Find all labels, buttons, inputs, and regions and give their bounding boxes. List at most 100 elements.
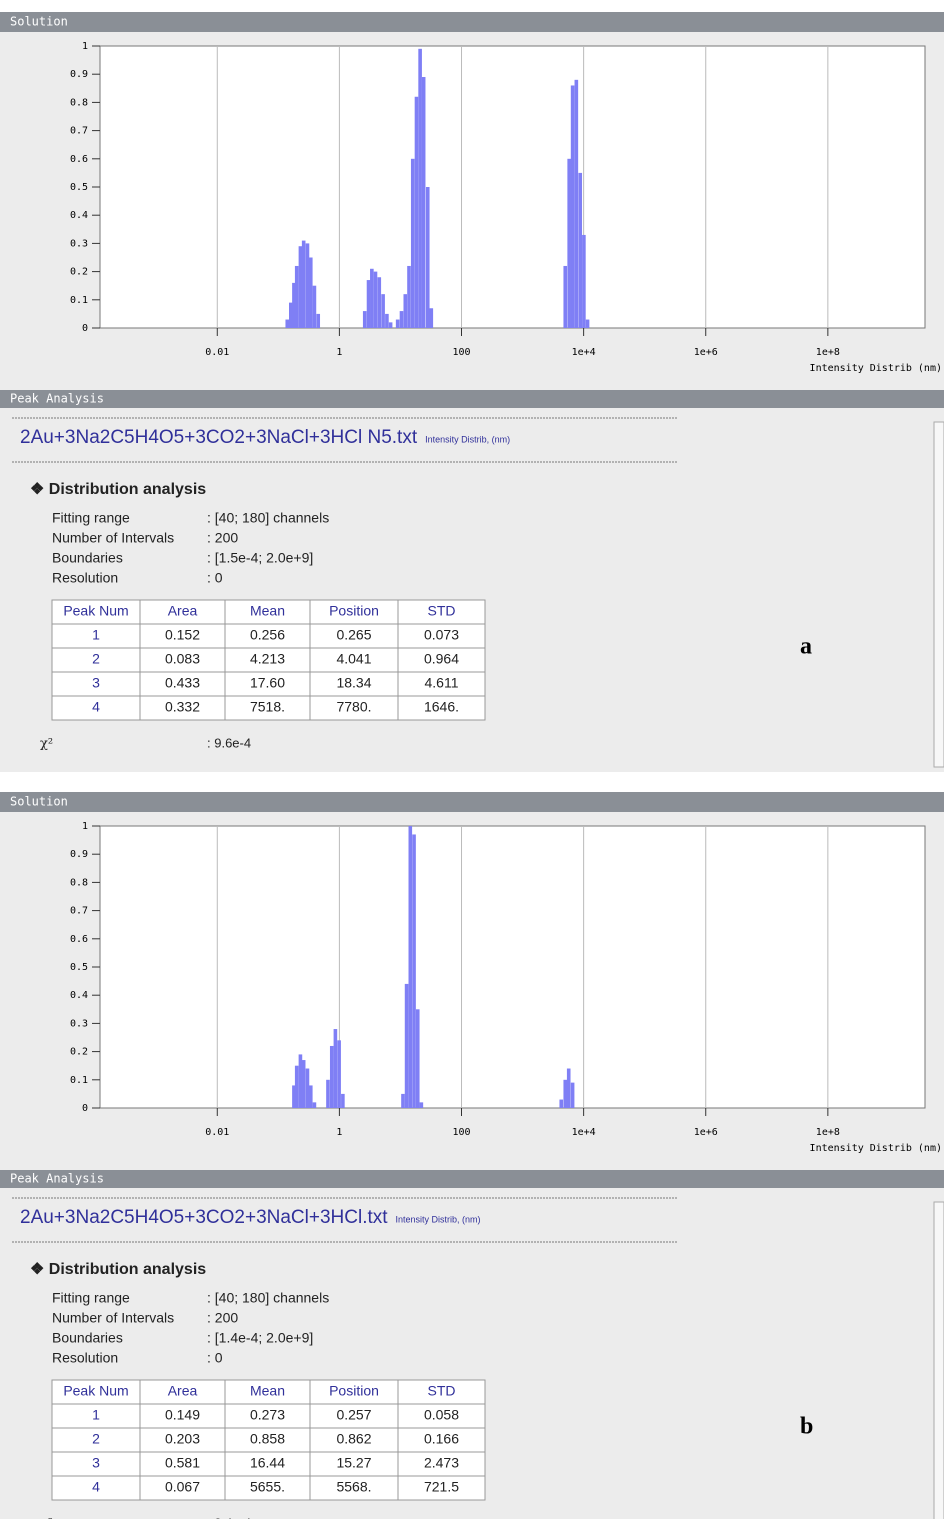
table-cell: 0.067 [165,1479,200,1495]
file-name: 2Au+3Na2C5H4O5+3CO2+3NaCl+3HCl N5.txt [20,427,418,448]
bar [305,243,310,328]
y-tick-label: 0.9 [70,69,88,80]
table-cell: 2.473 [424,1455,459,1471]
table-cell: 0.073 [424,627,459,643]
table-cell: 3 [92,1455,100,1471]
bar [410,158,415,328]
table-cell: 0.332 [165,699,200,715]
bar [566,1068,571,1108]
table-cell: 1 [92,1407,100,1423]
bar [429,308,434,328]
table-cell: 4 [92,699,100,715]
table-cell: 0.273 [250,1407,285,1423]
table-cell: 0.964 [424,651,459,667]
table-cell: 1 [92,627,100,643]
window-title: Peak Analysis [10,1172,104,1186]
y-tick-label: 0.2 [70,1047,88,1058]
window-header [0,390,944,408]
bar [341,1093,345,1108]
chi-value: : 2.4e-4 [207,1515,251,1519]
bar [326,1079,330,1108]
bar [403,294,408,328]
table-header: Position [329,1383,379,1399]
bar [407,265,411,328]
table [51,1379,486,1501]
table-cell: 0.166 [424,1431,459,1447]
x-tick-label: 1e+6 [694,1127,718,1138]
bar [377,277,382,328]
bar [578,172,583,328]
bar [366,280,371,328]
scrollbar [933,421,944,768]
bar [563,1079,568,1108]
table-header: Peak Num [63,1383,128,1399]
field-label: Resolution [52,570,118,586]
table-cell: 0.862 [336,1431,371,1447]
chi-value: : 9.6e-4 [207,735,251,750]
x-tick-label: 1e+4 [572,1127,596,1138]
bar [401,1093,405,1108]
table [51,599,486,721]
table-cell: 0.257 [336,1407,371,1423]
table-header: STD [428,603,456,619]
table-cell: 0.203 [165,1431,200,1447]
x-axis-label: Intensity Distrib (nm) [810,1143,942,1154]
y-tick-label: 0.6 [70,934,88,945]
bar [563,265,568,328]
table-cell: 0.058 [424,1407,459,1423]
file-name: 2Au+3Na2C5H4O5+3CO2+3NaCl+3HCl.txt [20,1207,388,1228]
plot-area [99,45,926,329]
bar [559,1099,564,1108]
bar [292,1085,296,1108]
y-tick-label: 1 [82,821,88,832]
x-tick-label: 100 [452,1127,470,1138]
y-tick-label: 0.5 [70,962,88,973]
section-title: ❖ Distribution analysis [30,481,206,498]
file-unit: Intensity Distrib, (nm) [425,434,510,444]
table-cell: 4.041 [336,651,371,667]
bar [585,319,590,328]
scrollbar [933,1201,944,1524]
window-title: Peak Analysis [10,392,104,406]
window-title: Solution [10,795,68,809]
bar [574,79,579,328]
y-tick-label: 0.3 [70,238,88,249]
field-value: : 200 [207,1310,238,1326]
table-cell: 18.34 [336,675,371,691]
table-header: Area [168,603,198,619]
y-tick-label: 0.2 [70,267,88,278]
window-header [0,1170,944,1188]
field-label: Resolution [52,1350,118,1366]
table-cell: 15.27 [336,1455,371,1471]
bar [418,48,422,328]
table-cell: 0.083 [165,651,200,667]
bar [301,240,306,328]
table-cell: 5655. [250,1479,285,1495]
bar [425,187,430,328]
field-value: : 200 [207,530,238,546]
table-cell: 16.44 [250,1455,285,1471]
bar [316,313,321,328]
field-value: : [40; 180] channels [207,1290,329,1306]
file-unit: Intensity Distrib, (nm) [396,1214,481,1224]
section-title: ❖ Distribution analysis [30,1261,206,1278]
table-cell: 0.149 [165,1407,200,1423]
window-header [0,792,944,812]
plot-area [99,825,926,1109]
y-tick-label: 0.7 [70,126,88,137]
y-tick-label: 0.5 [70,182,88,193]
field-label: Boundaries [52,550,123,566]
bar [337,1040,341,1108]
table-cell: 0.265 [336,627,371,643]
bar [408,826,413,1108]
table-cell: 4.213 [250,651,285,667]
window-header [0,12,944,32]
bar [298,246,303,328]
table-cell: 2 [92,651,100,667]
bar [570,85,575,328]
y-tick-label: 0.9 [70,849,88,860]
bar [385,313,389,328]
table-cell: 0.152 [165,627,200,643]
table-cell: 2 [92,1431,100,1447]
field-label: Fitting range [52,510,130,526]
